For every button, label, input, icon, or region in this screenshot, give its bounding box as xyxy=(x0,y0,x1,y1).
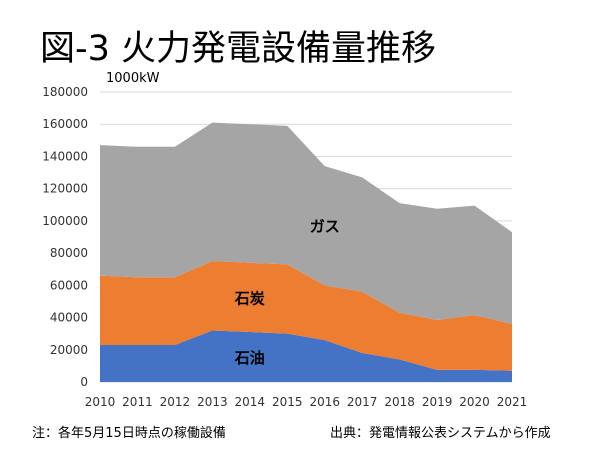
y-tick-label: 120000 xyxy=(42,182,88,196)
series-labels: 石油 石炭 ガス xyxy=(234,218,340,367)
series-label-2: ガス xyxy=(310,218,340,236)
y-tick-label: 40000 xyxy=(50,311,88,325)
x-tick-label: 2013 xyxy=(197,395,228,409)
x-tick-label: 2012 xyxy=(160,395,191,409)
y-axis-ticks: 0 20000 40000 60000 80000 100000 120000 140000 1… xyxy=(42,85,88,389)
y-tick-label: 80000 xyxy=(50,246,88,260)
y-tick-label: 160000 xyxy=(42,117,88,131)
series-label-0: 石油 xyxy=(234,349,265,367)
y-tick-label: 60000 xyxy=(50,278,88,292)
x-tick-label: 2020 xyxy=(459,395,490,409)
y-tick-label: 20000 xyxy=(50,343,88,357)
x-tick-label: 2016 xyxy=(309,395,340,409)
area-series-2 xyxy=(100,122,512,324)
x-tick-label: 2018 xyxy=(384,395,415,409)
y-tick-label: 180000 xyxy=(42,85,88,99)
y-tick-label: 0 xyxy=(80,375,88,389)
source-note: 出典：発電情報公表システムから作成 xyxy=(330,426,551,441)
x-tick-label: 2021 xyxy=(497,395,528,409)
x-tick-label: 2019 xyxy=(422,395,453,409)
y-tick-label: 100000 xyxy=(42,214,88,228)
area-series xyxy=(100,122,512,382)
footnote: 注：各年5月15日時点の稼働設備 xyxy=(32,426,226,441)
area-series-0 xyxy=(100,330,512,382)
x-axis-ticks: 2010 2011 2012 2013 2014 2015 2016 2017 2018 2019… xyxy=(85,395,528,409)
x-tick-label: 2017 xyxy=(347,395,378,409)
chart-title: 図-3 火力発電設備量推移 xyxy=(40,29,437,69)
x-tick-label: 2010 xyxy=(85,395,116,409)
series-label-1: 石炭 xyxy=(234,289,265,307)
x-tick-label: 2014 xyxy=(235,395,266,409)
x-tick-label: 2015 xyxy=(272,395,303,409)
y-axis-unit-label: 1000kW xyxy=(106,71,160,86)
x-tick-label: 2011 xyxy=(122,395,153,409)
area-series-1 xyxy=(100,261,512,371)
y-tick-label: 140000 xyxy=(42,149,88,163)
